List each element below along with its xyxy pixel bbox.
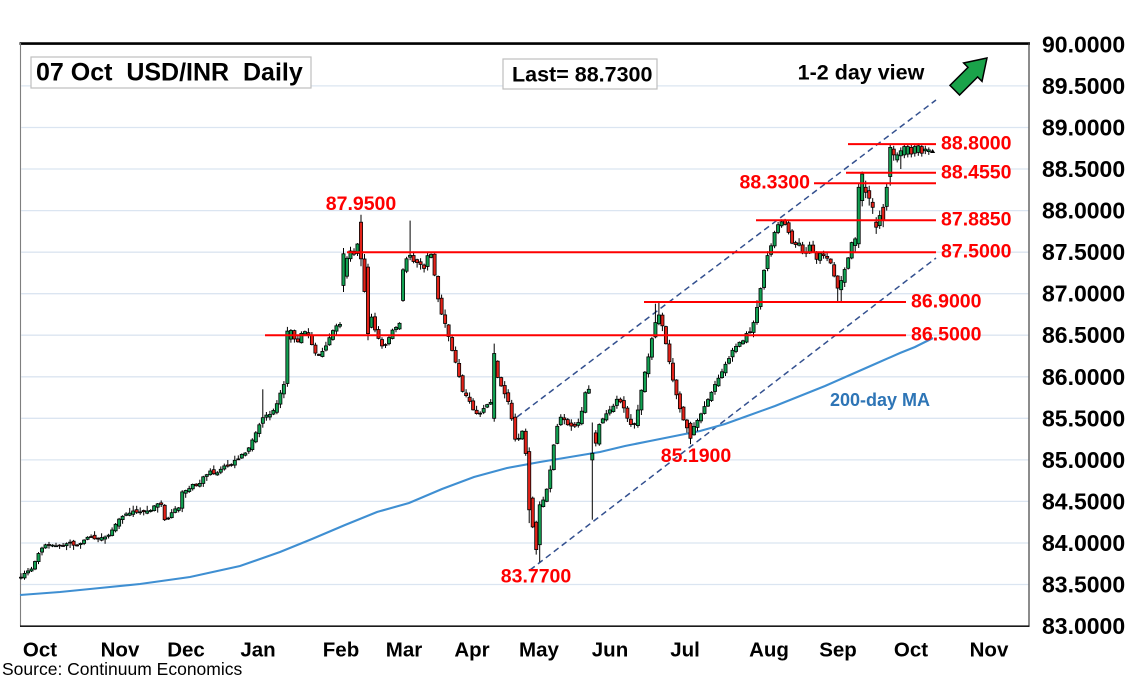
svg-text:Last= 88.7300: Last= 88.7300 [512,63,652,87]
svg-text:86.9000: 86.9000 [911,291,982,313]
svg-text:84.0000: 84.0000 [1042,530,1125,556]
svg-text:Aug: Aug [749,639,789,662]
svg-text:86.0000: 86.0000 [1042,364,1125,390]
svg-text:Source: Continuum Economics: Source: Continuum Economics [2,659,242,679]
svg-text:Jun: Jun [592,639,628,662]
svg-text:Nov: Nov [101,639,140,662]
svg-text:Feb: Feb [323,639,359,662]
svg-text:Dec: Dec [167,639,205,662]
svg-text:07 Oct USD/INR Daily: 07 Oct USD/INR Daily [36,59,303,87]
svg-text:85.1900: 85.1900 [661,445,732,467]
svg-text:83.7700: 83.7700 [501,566,572,588]
svg-text:83.5000: 83.5000 [1042,572,1125,598]
svg-text:84.5000: 84.5000 [1042,488,1125,514]
svg-text:Sep: Sep [819,639,857,662]
svg-text:88.0000: 88.0000 [1042,198,1125,224]
svg-text:88.3300: 88.3300 [740,172,811,194]
svg-text:87.9500: 87.9500 [326,193,397,215]
svg-text:86.5000: 86.5000 [911,324,982,346]
svg-text:85.0000: 85.0000 [1042,447,1125,473]
svg-text:87.0000: 87.0000 [1042,281,1125,307]
svg-text:88.5000: 88.5000 [1042,156,1125,182]
svg-text:86.5000: 86.5000 [1042,322,1125,348]
svg-text:200-day MA: 200-day MA [830,390,930,410]
svg-text:Jul: Jul [670,639,700,662]
svg-text:87.5000: 87.5000 [941,241,1012,263]
svg-text:Nov: Nov [970,639,1009,662]
svg-text:89.5000: 89.5000 [1042,73,1125,99]
svg-text:85.5000: 85.5000 [1042,405,1125,431]
svg-text:88.8000: 88.8000 [941,133,1012,155]
svg-text:90.0000: 90.0000 [1042,31,1125,57]
svg-text:Apr: Apr [454,639,489,662]
svg-text:May: May [519,639,559,662]
svg-text:1-2 day view: 1-2 day view [798,61,925,85]
svg-text:89.0000: 89.0000 [1042,115,1125,141]
svg-text:87.8850: 87.8850 [941,209,1012,231]
svg-text:83.0000: 83.0000 [1042,613,1125,639]
svg-text:88.4550: 88.4550 [941,161,1012,183]
svg-text:Mar: Mar [386,639,422,662]
svg-text:87.5000: 87.5000 [1042,239,1125,265]
svg-text:Jan: Jan [240,639,275,662]
svg-text:Oct: Oct [894,639,928,662]
svg-text:Oct: Oct [23,639,57,662]
